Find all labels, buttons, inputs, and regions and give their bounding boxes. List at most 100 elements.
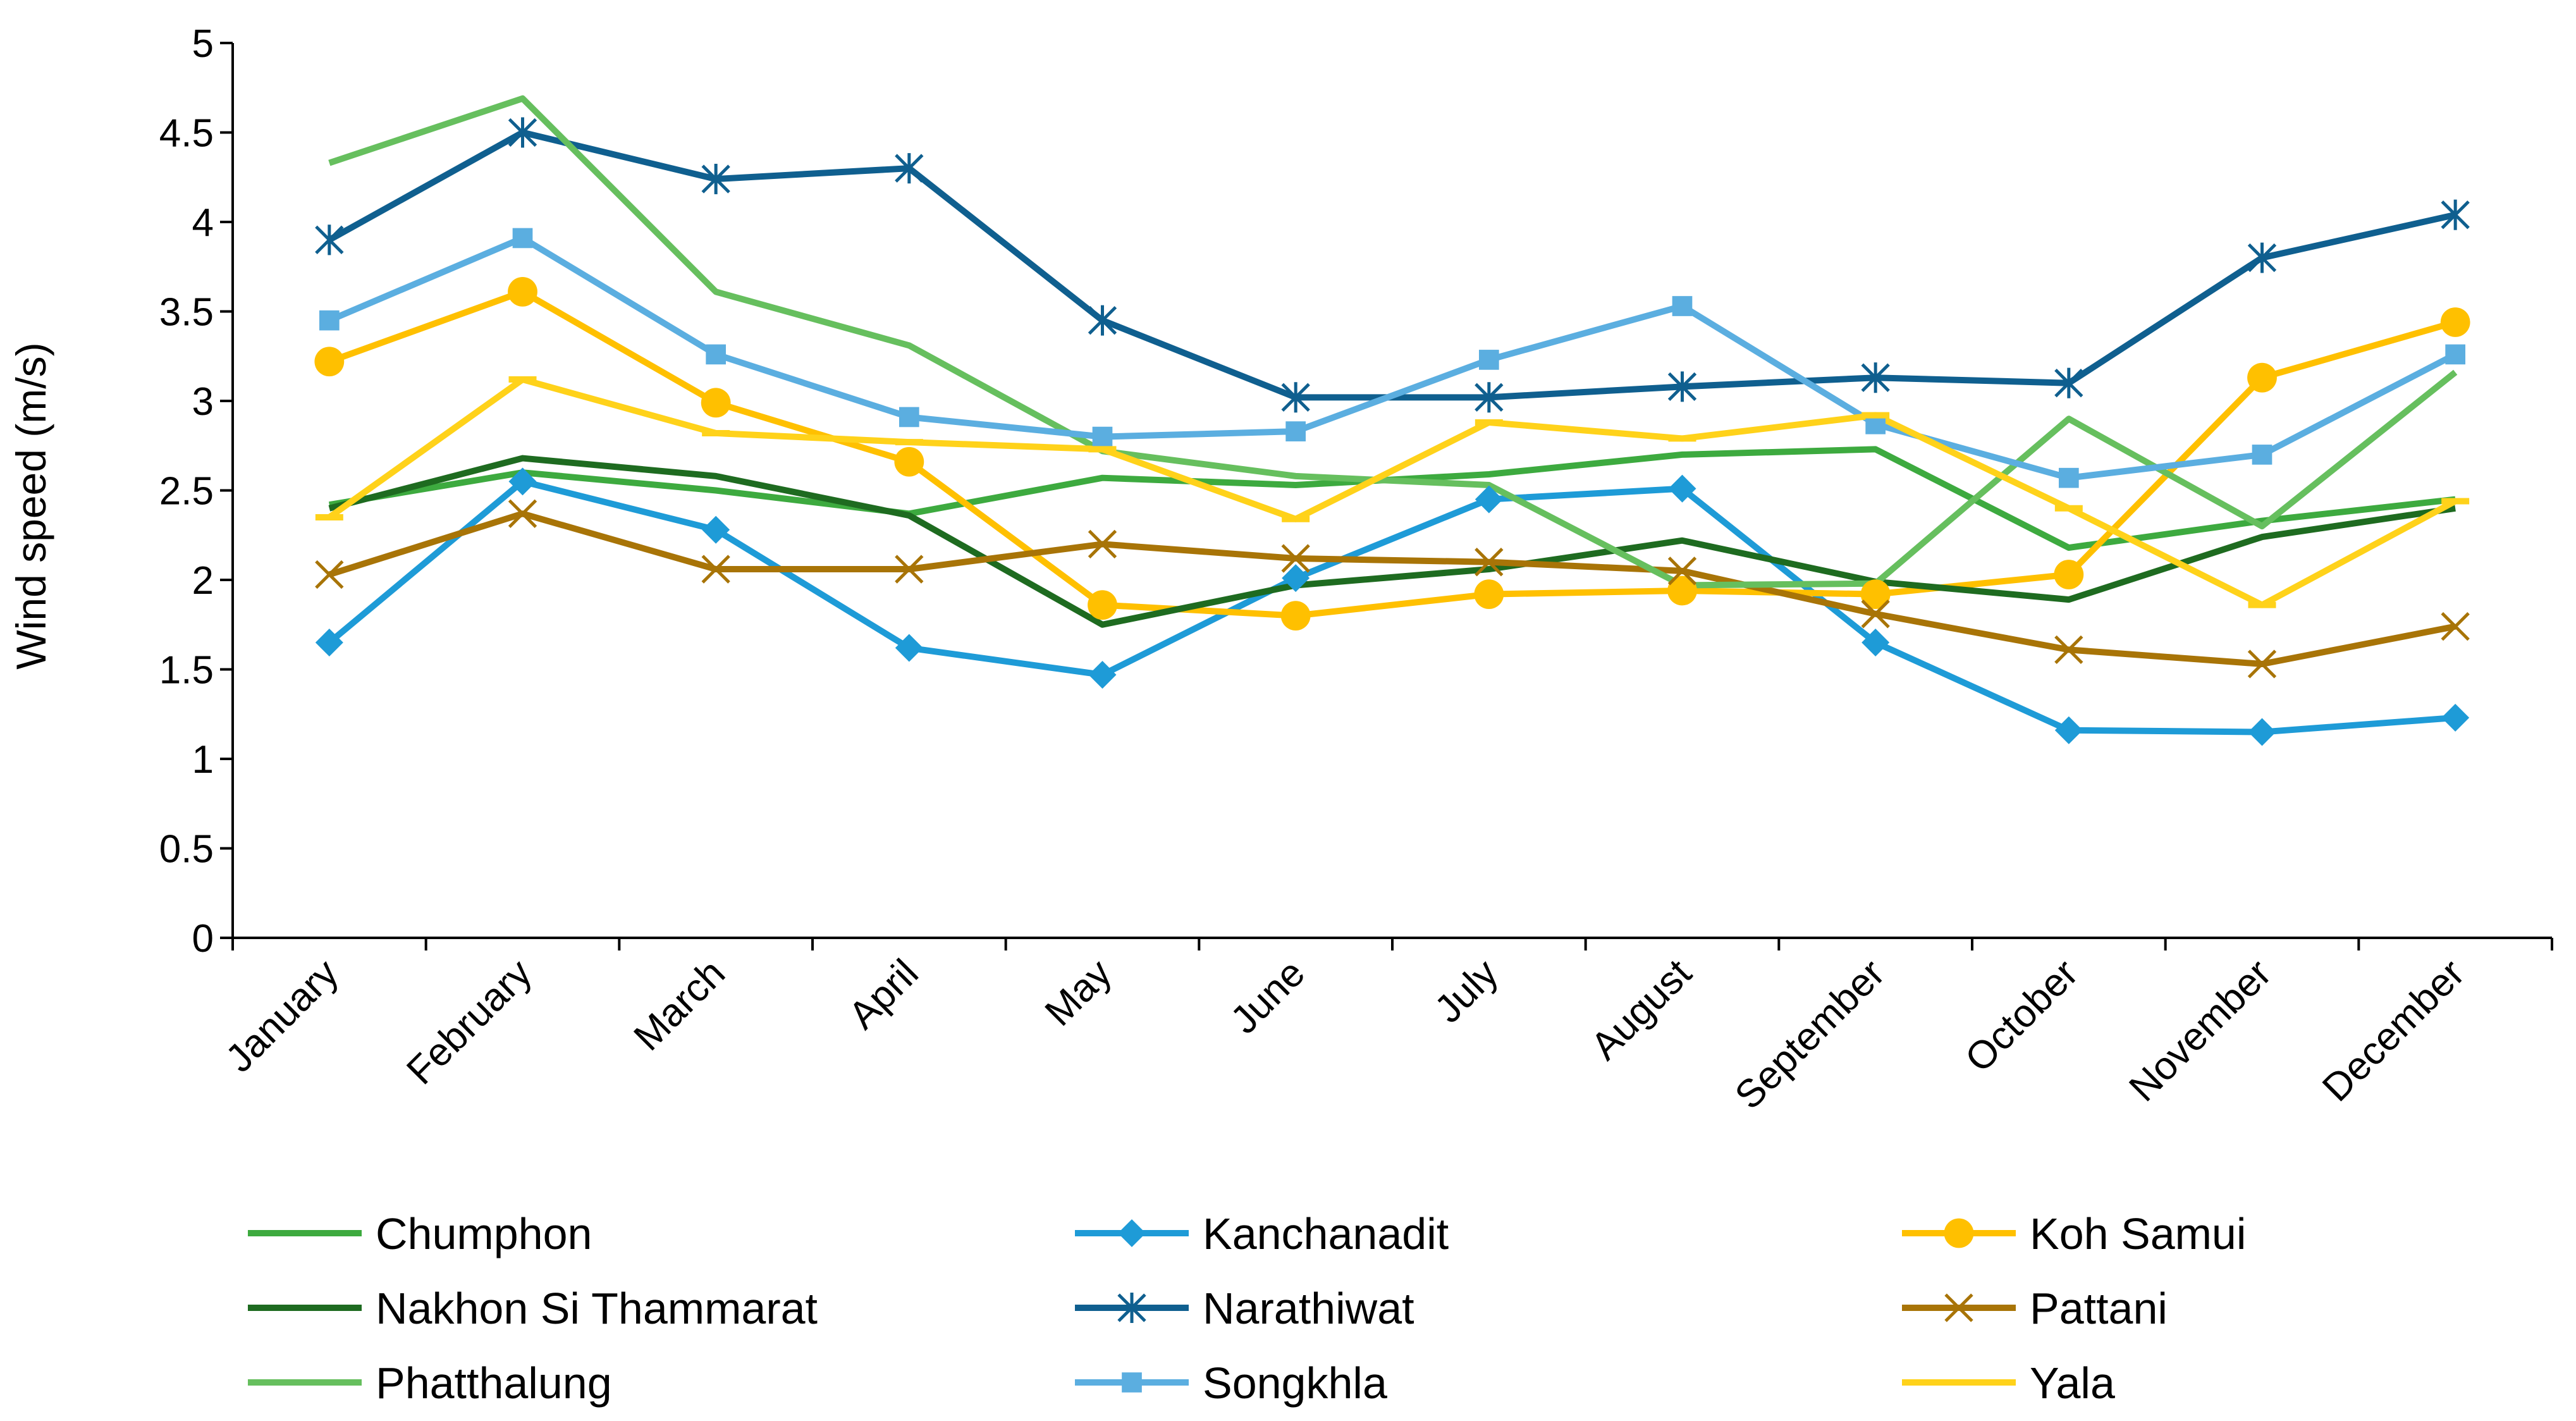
data-point-marker	[315, 629, 343, 657]
data-point-marker	[1475, 382, 1504, 413]
data-point-marker	[1088, 529, 1117, 559]
data-point-marker	[2441, 703, 2470, 732]
legend-item-kanchanadit: Kanchanadit	[1075, 1209, 1449, 1258]
series-line-songkhla	[328, 235, 2457, 481]
data-point-marker	[1861, 629, 1890, 657]
x-tick-label: December	[2314, 951, 2473, 1110]
data-point-marker	[1285, 421, 1306, 441]
data-point-marker	[315, 225, 344, 255]
legend-label: Narathiwat	[1203, 1284, 1414, 1333]
data-point-marker	[314, 347, 345, 377]
legend-label: Phatthalung	[376, 1358, 612, 1408]
legend-label: Koh Samui	[2030, 1209, 2246, 1258]
data-point-marker	[319, 310, 340, 331]
y-tick-label: 2.5	[159, 470, 214, 514]
data-point-marker	[1088, 660, 1117, 689]
x-tick-label: April	[840, 951, 926, 1037]
series-markers-kanchanadit	[315, 467, 2470, 746]
legend-item-yala: Yala	[1902, 1358, 2115, 1408]
series-line-nakhon-si-thammarat	[328, 455, 2456, 628]
x-tick-label: February	[398, 951, 540, 1093]
series-line-koh-samui	[328, 288, 2456, 619]
data-point-marker	[899, 407, 919, 428]
axes	[231, 43, 2552, 939]
legend-item-pattani: Pattani	[1902, 1284, 2168, 1333]
legend-item-koh-samui: Koh Samui	[1902, 1209, 2246, 1258]
data-point-marker	[508, 499, 537, 528]
series-line-yala	[327, 376, 2457, 608]
data-point-marker	[1478, 350, 1499, 370]
series-markers-songkhla	[319, 228, 2466, 488]
data-point-marker	[2054, 635, 2083, 665]
series-markers-koh-samui	[314, 276, 2470, 631]
data-point-marker	[1122, 1372, 1142, 1393]
x-tick-label: May	[1037, 951, 1120, 1035]
series-markers-narathiwat	[315, 117, 2470, 413]
data-point-marker	[2247, 242, 2277, 273]
data-point-marker	[2054, 716, 2083, 744]
data-point-marker	[2054, 367, 2083, 398]
data-point-marker	[508, 276, 537, 307]
x-axis-ticks: January February March April May June July Augu…	[218, 938, 2553, 1117]
series-line-pattani	[328, 510, 2456, 668]
legend: Chumphon Kanchanadit Koh Samui Nakhon Si Th…	[248, 1209, 2246, 1408]
data-point-marker	[1088, 305, 1117, 336]
data-point-marker	[702, 515, 730, 544]
series-line-narathiwat	[328, 129, 2456, 401]
data-point-marker	[1667, 371, 1697, 402]
data-point-marker	[1088, 590, 1117, 620]
data-point-marker	[701, 388, 731, 418]
data-point-marker	[2441, 199, 2470, 230]
data-point-marker	[2252, 445, 2272, 465]
legend-item-songkhla: Songkhla	[1075, 1358, 1387, 1408]
data-point-marker	[1944, 1293, 1973, 1322]
data-point-marker	[508, 117, 537, 148]
y-tick-label: 1	[192, 738, 214, 782]
data-point-marker	[1282, 564, 1310, 593]
data-point-marker	[2054, 560, 2084, 589]
data-point-marker	[1474, 579, 1504, 610]
data-point-marker	[2247, 649, 2277, 679]
data-point-marker	[1280, 601, 1311, 631]
x-tick-label: July	[1426, 951, 1507, 1031]
x-tick-label: March	[625, 951, 733, 1059]
data-point-marker	[706, 344, 727, 365]
data-point-marker	[2248, 718, 2276, 746]
data-point-marker	[2247, 362, 2277, 393]
data-point-marker	[315, 560, 344, 589]
data-point-marker	[1861, 600, 1890, 629]
legend-label: Nakhon Si Thammarat	[376, 1284, 818, 1333]
legend-item-nakhon-si-thammarat: Nakhon Si Thammarat	[248, 1284, 818, 1333]
data-point-marker	[701, 555, 730, 584]
series-markers	[314, 117, 2470, 746]
data-point-marker	[701, 164, 730, 195]
data-point-marker	[1281, 544, 1310, 573]
x-tick-label: August	[1583, 951, 1700, 1068]
y-tick-label: 0.5	[159, 828, 214, 871]
data-point-marker	[1668, 474, 1696, 503]
data-point-marker	[1475, 485, 1503, 514]
series-markers-yala	[315, 376, 2470, 608]
data-point-marker	[895, 555, 924, 584]
legend-item-chumphon: Chumphon	[248, 1209, 592, 1258]
series-line-kanchanadit	[327, 478, 2456, 735]
series-lines	[327, 95, 2458, 735]
legend-label: Pattani	[2030, 1284, 2168, 1333]
data-point-marker	[1092, 426, 1113, 447]
y-tick-label: 0	[192, 917, 214, 961]
data-point-marker	[895, 634, 923, 662]
data-point-marker	[2058, 467, 2079, 488]
series-line-chumphon	[329, 446, 2456, 551]
y-tick-label: 3.5	[159, 291, 214, 335]
x-tick-label: September	[1727, 951, 1893, 1117]
y-axis-title: Wind speed (m/s)	[8, 342, 54, 669]
data-point-marker	[2440, 307, 2470, 337]
legend-label: Kanchanadit	[1203, 1209, 1449, 1258]
data-point-marker	[895, 153, 924, 184]
data-point-marker	[1117, 1292, 1146, 1324]
series-markers-pattani	[315, 499, 2470, 679]
data-point-marker	[1281, 382, 1310, 413]
data-point-marker	[512, 228, 533, 249]
y-tick-label: 4	[192, 201, 214, 245]
